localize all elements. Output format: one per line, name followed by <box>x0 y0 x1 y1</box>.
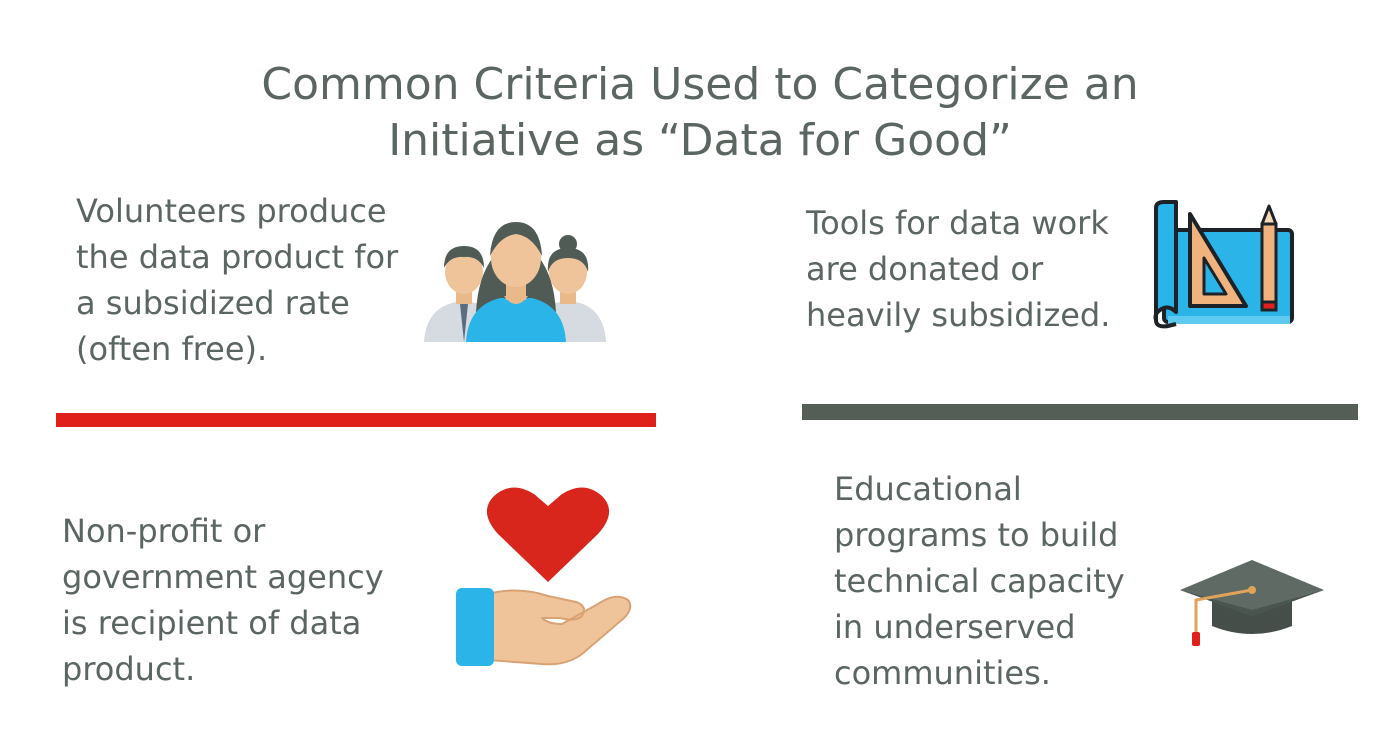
divider-right <box>802 404 1358 420</box>
page-title: Common Criteria Used to Categorize an In… <box>0 57 1400 169</box>
criterion-text-line: product. <box>62 650 196 688</box>
criterion-text-line: communities. <box>834 654 1051 692</box>
graduation-cap-icon <box>1178 556 1328 660</box>
criterion-recipient: Non-profit or government agency is recip… <box>62 508 384 692</box>
criterion-text-line: Tools for data work <box>806 204 1109 242</box>
blueprint-ruler-pencil-icon <box>1150 200 1300 334</box>
criterion-text-line: a subsidized rate <box>76 284 350 322</box>
criterion-text-line: Educational <box>834 470 1022 508</box>
criterion-text-line: is recipient of data <box>62 604 362 642</box>
criterion-text-line: the data product for <box>76 238 399 276</box>
criterion-tools: Tools for data work are donated or heavi… <box>806 200 1110 338</box>
criterion-text-line: Non-profit or <box>62 512 266 550</box>
criterion-text-line: (often free). <box>76 330 268 368</box>
criterion-text-line: heavily subsidized. <box>806 296 1111 334</box>
divider-left <box>56 413 656 427</box>
criterion-volunteers: Volunteers produce the data product for … <box>76 188 398 372</box>
title-line-1: Common Criteria Used to Categorize an <box>261 59 1139 111</box>
criterion-text-line: are donated or <box>806 250 1044 288</box>
criterion-text-line: Volunteers produce <box>76 192 387 230</box>
criterion-education: Educational programs to build technical … <box>834 466 1125 696</box>
criterion-text-line: government agency <box>62 558 384 596</box>
criterion-text-line: programs to build <box>834 516 1119 554</box>
volunteers-group-icon <box>420 200 610 349</box>
criterion-text-line: technical capacity <box>834 562 1125 600</box>
title-line-2: Initiative as “Data for Good” <box>388 115 1012 167</box>
criterion-text-line: in underserved <box>834 608 1076 646</box>
heart-in-hand-icon <box>448 484 638 673</box>
